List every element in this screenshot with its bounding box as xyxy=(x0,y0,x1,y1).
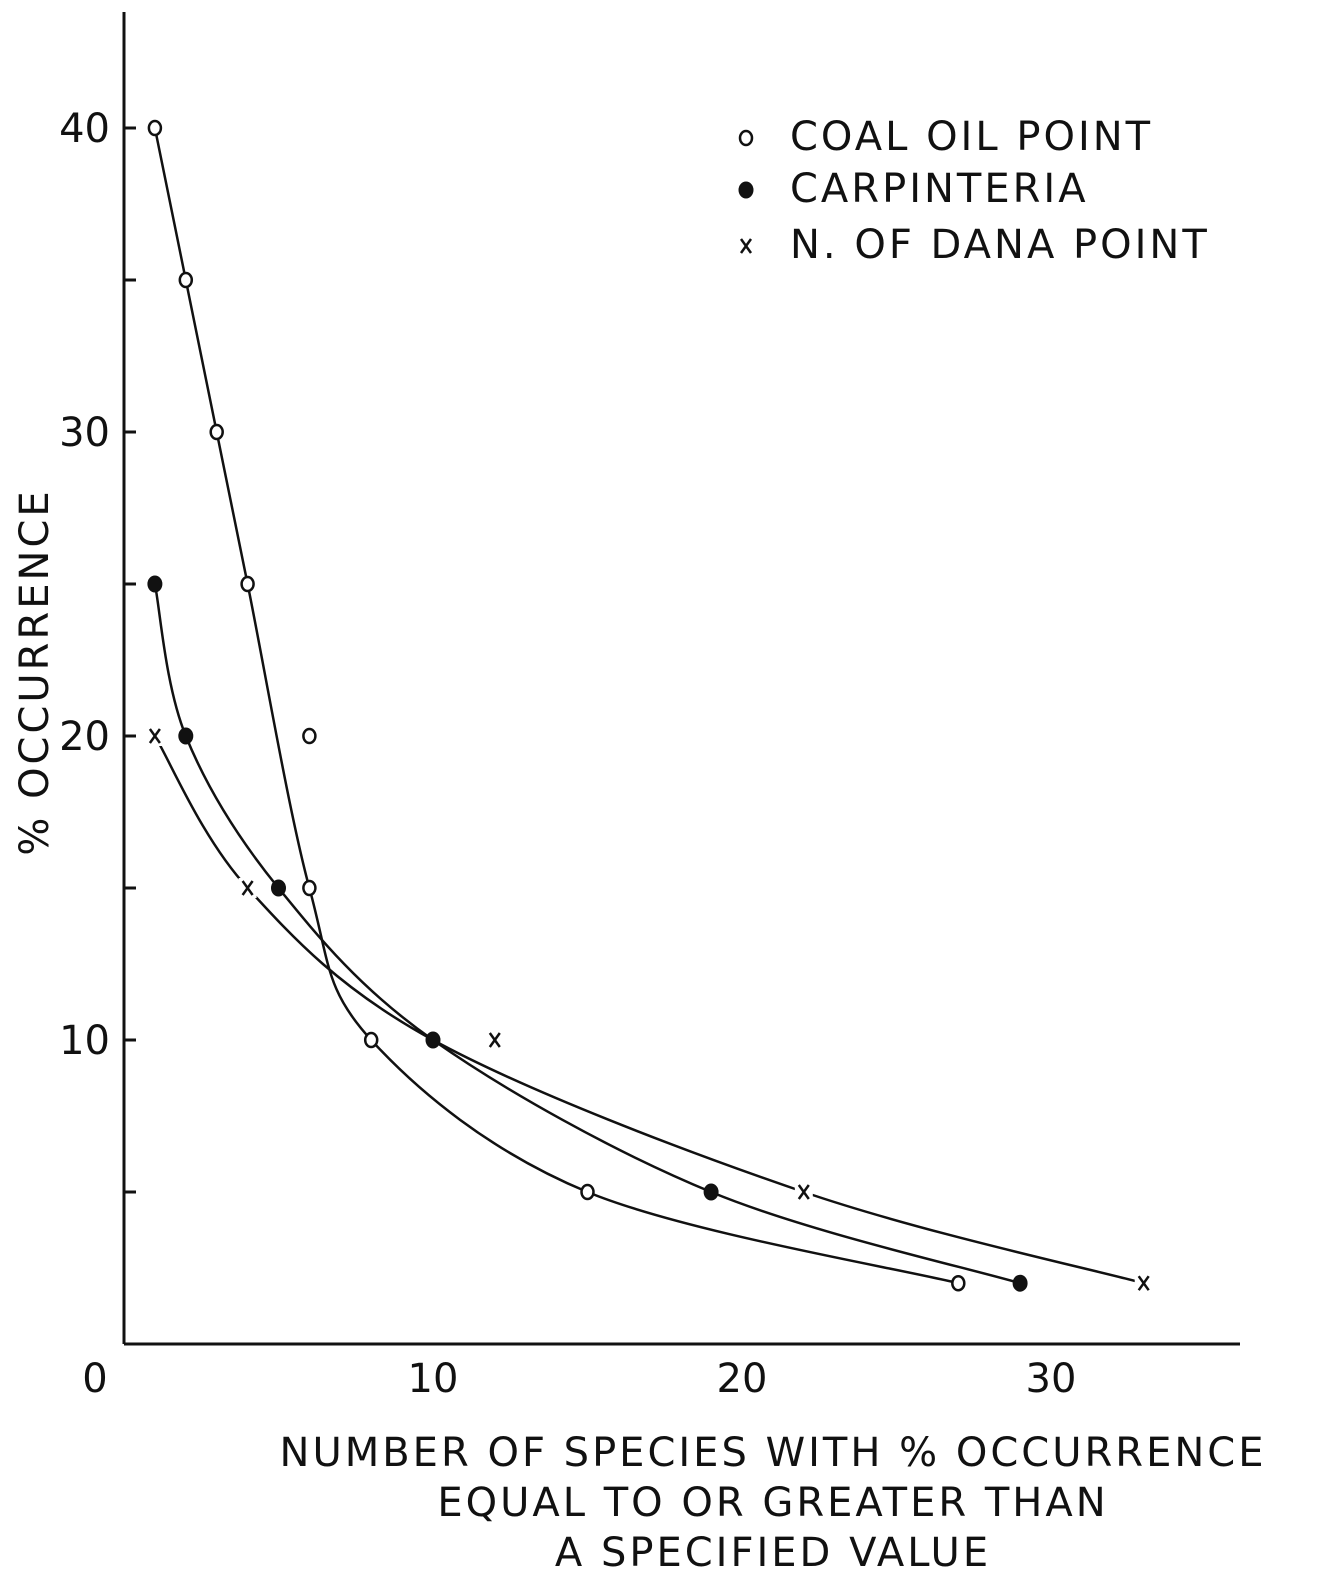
data-point-coal-oil-point xyxy=(147,119,163,137)
x-marker-stroke xyxy=(739,238,753,254)
x-marker-stroke xyxy=(797,1184,810,1200)
x-marker-stroke xyxy=(488,1032,501,1048)
x-marker-stroke xyxy=(148,728,161,744)
legend-label-coal-oil-point: COAL OIL POINT xyxy=(790,114,1153,160)
data-point-carpinteria xyxy=(1012,1274,1028,1292)
data-point-coal-oil-point xyxy=(240,575,255,593)
series-line-carpinteria xyxy=(153,583,1021,1285)
markers xyxy=(145,119,1153,1294)
x-axis-title-line: A SPECIFIED VALUE xyxy=(555,1530,991,1576)
data-point-n-of-dana-point xyxy=(238,878,257,898)
data-point-n-of-dana-point xyxy=(145,726,164,746)
data-point-carpinteria xyxy=(271,879,286,897)
x-tick-label: 30 xyxy=(1026,1356,1077,1402)
data-point-n-of-dana-point xyxy=(1134,1273,1153,1294)
y-axis-title: % OCCURRENCE xyxy=(12,488,58,855)
x-axis-title-line: EQUAL TO OR GREATER THAN xyxy=(437,1480,1108,1526)
data-point-n-of-dana-point xyxy=(485,1030,504,1050)
legend-label-n-of-dana-point: N. OF DANA POINT xyxy=(790,222,1210,268)
data-point-carpinteria xyxy=(147,575,163,593)
legend-marker-n-of-dana-point xyxy=(737,236,755,256)
legend-label-carpinteria: CARPINTERIA xyxy=(790,166,1089,212)
y-tick-label: 10 xyxy=(59,1018,110,1064)
x-tick-label: 20 xyxy=(717,1356,768,1402)
axes: 10 20 30 40 0 10 20 30 xyxy=(59,12,1240,1402)
data-point-coal-oil-point xyxy=(178,271,194,289)
axis-titles: % OCCURRENCE NUMBER OF SPECIES WITH % OCC… xyxy=(12,488,1267,1576)
data-point-n-of-dana-point xyxy=(794,1182,813,1202)
data-point-coal-oil-point xyxy=(580,1183,595,1201)
data-point-coal-oil-point xyxy=(209,423,224,441)
x-marker-stroke xyxy=(241,880,254,896)
series-line-coal-oil-point xyxy=(153,127,959,1285)
data-point-carpinteria xyxy=(703,1183,719,1201)
data-point-coal-oil-point xyxy=(363,1031,379,1049)
series-line-n-of-dana-point xyxy=(153,735,1145,1285)
data-point-carpinteria xyxy=(425,1031,441,1049)
y-tick-label: 30 xyxy=(59,410,110,456)
x-tick-label: 0 xyxy=(82,1356,107,1402)
data-point-coal-oil-point xyxy=(951,1274,966,1292)
legend: COAL OIL POINT CARPINTERIA N. OF DANA POIN… xyxy=(737,114,1210,268)
data-point-carpinteria xyxy=(178,727,194,745)
x-tick-label: 10 xyxy=(408,1356,459,1402)
x-marker-stroke xyxy=(1137,1275,1150,1291)
x-axis-title-line: NUMBER OF SPECIES WITH % OCCURRENCE xyxy=(280,1430,1267,1476)
y-tick-label: 20 xyxy=(59,714,110,760)
data-point-coal-oil-point xyxy=(302,727,317,745)
legend-marker-carpinteria xyxy=(738,181,754,199)
y-tick-label: 40 xyxy=(59,106,110,152)
legend-marker-coal-oil-point xyxy=(738,129,754,147)
data-point-coal-oil-point xyxy=(302,879,317,897)
curves xyxy=(153,127,1145,1285)
